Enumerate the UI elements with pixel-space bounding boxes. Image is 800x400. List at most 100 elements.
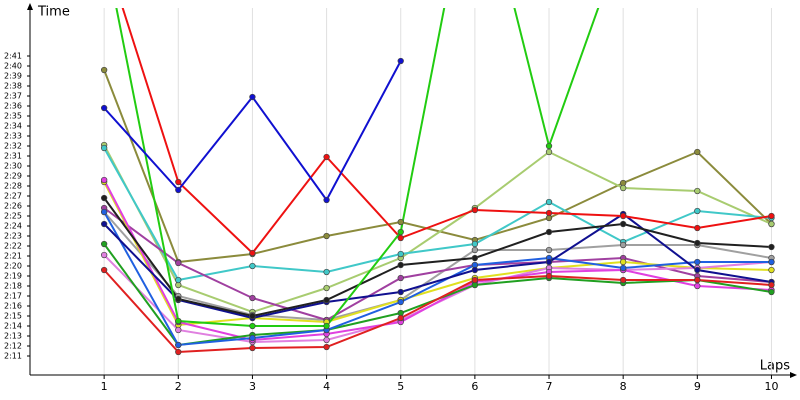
- x-axis-arrow: [790, 372, 797, 378]
- y-tick-label: 2:30: [4, 162, 22, 171]
- data-point: [545, 272, 553, 280]
- data-point: [694, 239, 701, 247]
- data-point: [471, 246, 479, 254]
- x-tick-label: 10: [764, 380, 778, 393]
- y-tick-label: 2:28: [4, 182, 22, 191]
- data-point: [620, 212, 627, 220]
- y-tick-label: 2:17: [4, 292, 22, 301]
- data-point: [249, 322, 256, 330]
- data-point: [694, 276, 701, 284]
- data-point: [323, 322, 330, 330]
- data-point: [100, 266, 108, 274]
- y-tick-label: 2:18: [4, 282, 22, 291]
- data-point: [545, 209, 553, 217]
- data-point: [620, 220, 627, 228]
- series-line: [103, 207, 772, 322]
- data-point: [397, 228, 404, 236]
- data-point: [620, 241, 627, 249]
- data-point: [100, 66, 108, 74]
- y-tick-label: 2:13: [4, 332, 22, 341]
- x-axis-label: Laps: [760, 359, 790, 374]
- data-point: [175, 317, 182, 325]
- data-point: [397, 274, 404, 282]
- data-point: [471, 266, 479, 274]
- data-point: [545, 142, 553, 150]
- y-axis-label: Time: [37, 5, 70, 20]
- series-line: [103, 211, 772, 322]
- series-line: [103, 179, 772, 342]
- data-point: [323, 268, 330, 276]
- data-point: [249, 93, 256, 101]
- y-tick-label: 2:37: [4, 92, 22, 101]
- series-line: [115, 8, 600, 327]
- data-point: [175, 186, 182, 194]
- data-point: [397, 218, 404, 226]
- x-tick-label: 7: [546, 380, 553, 393]
- x-tick-label: 9: [694, 380, 701, 393]
- data-point: [323, 196, 330, 204]
- data-point: [323, 343, 330, 351]
- data-point: [323, 284, 330, 292]
- data-point: [768, 212, 775, 220]
- data-point: [249, 312, 256, 320]
- data-point: [100, 220, 108, 228]
- y-tick-label: 2:25: [4, 212, 22, 221]
- data-point: [694, 187, 701, 195]
- data-point: [397, 298, 404, 306]
- data-point: [100, 251, 108, 259]
- y-tick-label: 2:23: [4, 232, 22, 241]
- y-tick-label: 2:36: [4, 102, 22, 111]
- data-point: [397, 314, 404, 322]
- data-point: [397, 261, 404, 269]
- y-tick-label: 2:34: [4, 122, 22, 131]
- data-point: [323, 296, 330, 304]
- data-point: [545, 246, 553, 254]
- data-point: [768, 258, 775, 266]
- series-line: [103, 269, 772, 354]
- data-point: [694, 258, 701, 266]
- x-tick-label: 4: [323, 380, 330, 393]
- data-point: [175, 326, 182, 334]
- series-line: [103, 211, 772, 347]
- data-point: [175, 341, 182, 349]
- data-point: [100, 240, 108, 248]
- data-point: [471, 276, 479, 284]
- y-axis-arrow: [27, 3, 33, 10]
- y-tick-label: 2:26: [4, 202, 22, 211]
- data-point: [620, 184, 627, 192]
- data-point: [397, 57, 404, 65]
- x-tick-label: 2: [175, 380, 182, 393]
- series-line: [103, 212, 772, 320]
- data-point: [545, 148, 553, 156]
- series-line: [103, 69, 773, 264]
- data-point: [249, 334, 256, 342]
- data-point: [249, 262, 256, 270]
- y-tick-label: 2:12: [4, 342, 22, 351]
- data-point: [323, 153, 330, 161]
- data-point: [471, 254, 479, 262]
- data-point: [768, 288, 775, 296]
- y-tick-label: 2:24: [4, 222, 22, 231]
- series-line: [103, 197, 772, 318]
- data-point: [768, 220, 775, 228]
- data-point: [323, 336, 330, 344]
- y-tick-label: 2:38: [4, 82, 22, 91]
- x-tick-label: 1: [101, 380, 108, 393]
- x-tick-label: 8: [620, 380, 627, 393]
- y-tick-label: 2:22: [4, 242, 22, 251]
- data-point: [397, 288, 404, 296]
- data-point: [100, 176, 108, 184]
- data-point: [397, 250, 404, 258]
- data-point: [100, 104, 108, 112]
- data-point: [471, 240, 479, 248]
- data-point: [694, 266, 701, 274]
- data-point: [694, 224, 701, 232]
- x-tick-label: 3: [249, 380, 256, 393]
- y-tick-label: 2:39: [4, 72, 22, 81]
- y-tick-label: 2:27: [4, 192, 22, 201]
- y-tick-label: 2:41: [4, 52, 22, 61]
- data-point: [471, 206, 479, 214]
- data-point: [323, 232, 330, 240]
- series-line: [103, 144, 772, 314]
